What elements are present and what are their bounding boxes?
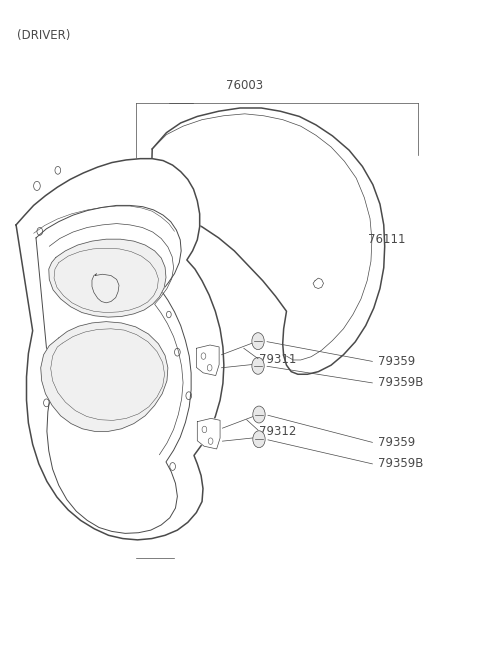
Text: 79311: 79311 — [259, 353, 296, 366]
Polygon shape — [135, 108, 384, 374]
Text: 79359: 79359 — [378, 436, 415, 449]
Text: 76111: 76111 — [368, 233, 406, 246]
Circle shape — [253, 431, 265, 447]
Text: 79359: 79359 — [378, 354, 415, 367]
Circle shape — [252, 333, 264, 350]
Polygon shape — [196, 345, 219, 375]
Text: 79359B: 79359B — [378, 376, 423, 389]
Polygon shape — [197, 419, 220, 449]
Text: 76003: 76003 — [226, 79, 263, 92]
Text: 79359B: 79359B — [378, 457, 423, 470]
Text: 79312: 79312 — [259, 424, 296, 438]
Circle shape — [252, 358, 264, 374]
Text: (DRIVER): (DRIVER) — [17, 29, 71, 42]
Polygon shape — [49, 239, 166, 317]
Circle shape — [253, 406, 265, 423]
Polygon shape — [41, 322, 168, 432]
Polygon shape — [16, 159, 224, 540]
